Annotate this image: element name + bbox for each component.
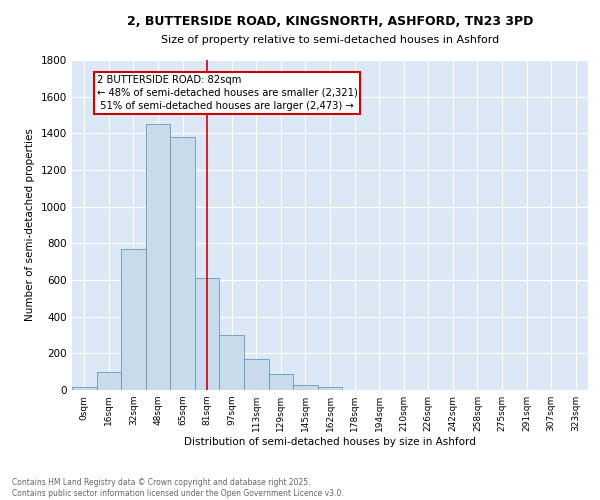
Bar — [293, 384, 318, 390]
Text: Contains HM Land Registry data © Crown copyright and database right 2025.
Contai: Contains HM Land Registry data © Crown c… — [12, 478, 344, 498]
Bar — [121, 249, 146, 390]
X-axis label: Distribution of semi-detached houses by size in Ashford: Distribution of semi-detached houses by … — [184, 437, 476, 447]
Bar — [72, 387, 97, 390]
Bar — [195, 278, 220, 390]
Bar — [170, 137, 195, 390]
Bar — [318, 386, 342, 390]
Y-axis label: Number of semi-detached properties: Number of semi-detached properties — [25, 128, 35, 322]
Text: 2 BUTTERSIDE ROAD: 82sqm
← 48% of semi-detached houses are smaller (2,321)
 51% : 2 BUTTERSIDE ROAD: 82sqm ← 48% of semi-d… — [97, 74, 358, 111]
Bar — [269, 374, 293, 390]
Bar — [220, 335, 244, 390]
Text: Size of property relative to semi-detached houses in Ashford: Size of property relative to semi-detach… — [161, 35, 499, 45]
Bar — [244, 359, 269, 390]
Bar — [97, 372, 121, 390]
Text: 2, BUTTERSIDE ROAD, KINGSNORTH, ASHFORD, TN23 3PD: 2, BUTTERSIDE ROAD, KINGSNORTH, ASHFORD,… — [127, 15, 533, 28]
Bar — [146, 124, 170, 390]
